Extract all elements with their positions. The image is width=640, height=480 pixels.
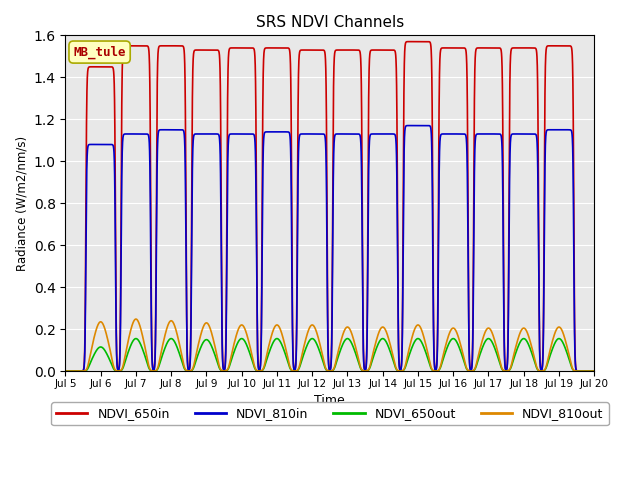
NDVI_650out <box>61 368 69 374</box>
X-axis label: Time: Time <box>314 394 345 408</box>
NDVI_650in <box>64 368 72 374</box>
NDVI_810in <box>563 127 570 132</box>
NDVI_810out <box>64 368 72 374</box>
NDVI_650in <box>93 64 101 70</box>
NDVI_650in <box>61 368 69 374</box>
NDVI_650out <box>83 367 91 372</box>
NDVI_810in <box>61 368 69 374</box>
NDVI_810in <box>93 142 101 147</box>
NDVI_650in <box>83 75 91 81</box>
Legend: NDVI_650in, NDVI_810in, NDVI_650out, NDVI_810out: NDVI_650in, NDVI_810in, NDVI_650out, NDV… <box>51 402 609 425</box>
NDVI_810out <box>93 324 101 330</box>
Y-axis label: Radiance (W/m2/nm/s): Radiance (W/m2/nm/s) <box>15 136 28 271</box>
NDVI_650out <box>591 368 598 374</box>
NDVI_650in <box>414 39 422 45</box>
NDVI_810in <box>165 127 173 132</box>
NDVI_650out <box>165 337 173 343</box>
NDVI_810out <box>591 368 598 374</box>
NDVI_650out <box>320 361 328 367</box>
NDVI_810out <box>320 359 328 365</box>
NDVI_650out <box>414 336 422 341</box>
NDVI_810in <box>591 368 598 374</box>
Line: NDVI_650in: NDVI_650in <box>65 42 595 371</box>
Title: SRS NDVI Channels: SRS NDVI Channels <box>256 15 404 30</box>
NDVI_810out <box>563 341 570 347</box>
NDVI_810out <box>61 368 69 374</box>
NDVI_650out <box>563 348 570 354</box>
NDVI_650out <box>64 368 72 374</box>
NDVI_650in <box>320 48 328 53</box>
NDVI_650in <box>591 368 598 374</box>
NDVI_810in <box>414 123 422 129</box>
Line: NDVI_650out: NDVI_650out <box>65 338 595 371</box>
NDVI_810in <box>64 368 72 374</box>
NDVI_810in <box>83 150 91 156</box>
NDVI_650in <box>563 43 570 48</box>
Line: NDVI_810in: NDVI_810in <box>65 126 595 371</box>
Line: NDVI_810out: NDVI_810out <box>65 319 595 371</box>
NDVI_810out <box>83 365 91 371</box>
NDVI_810out <box>165 320 173 325</box>
NDVI_650out <box>93 347 101 352</box>
NDVI_810out <box>132 316 140 322</box>
NDVI_650in <box>165 43 173 48</box>
Text: MB_tule: MB_tule <box>74 46 126 59</box>
NDVI_810in <box>320 132 328 137</box>
